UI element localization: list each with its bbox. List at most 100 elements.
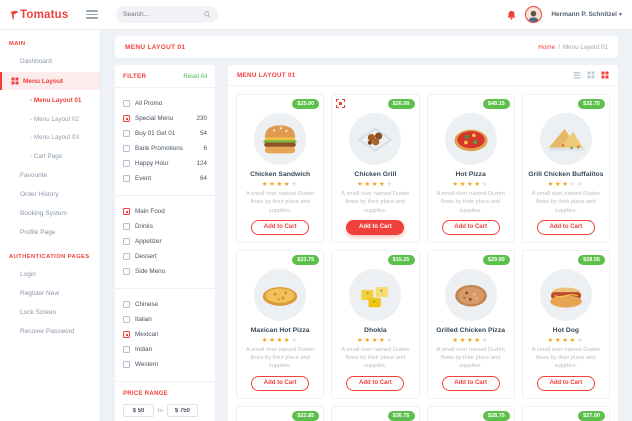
sidebar-item-booking-system[interactable]: Booking System bbox=[0, 205, 100, 222]
sidebar-item-dashboard[interactable]: Dashboard bbox=[0, 53, 100, 70]
bell-icon[interactable] bbox=[507, 10, 516, 20]
add-to-cart-button[interactable]: Add to Cart bbox=[441, 219, 500, 235]
hamburger-icon[interactable] bbox=[86, 10, 98, 19]
filter-option-label: Mexican bbox=[135, 331, 159, 338]
sidebar-item-favourite[interactable]: Favourite bbox=[0, 167, 100, 184]
sidebar-item-menu-layout[interactable]: Menu Layout bbox=[0, 72, 100, 90]
rating-stars: ★★★★★ bbox=[357, 180, 394, 188]
star-icon: ★ bbox=[261, 181, 270, 188]
sidebar-item-profile-page[interactable]: Profile Page bbox=[0, 224, 100, 241]
avatar[interactable] bbox=[525, 6, 543, 23]
filter-option-side-menu[interactable]: Side Menu bbox=[123, 268, 207, 275]
product-name: Dhokla bbox=[364, 326, 387, 334]
price-range-section: PRICE RANGE to bbox=[115, 382, 215, 421]
sidebar-subitem-menu-layout-02[interactable]: - Menu Layout 02 bbox=[0, 111, 100, 128]
checkbox-icon[interactable] bbox=[123, 223, 130, 230]
sidebar-item-label: Menu Layout bbox=[23, 77, 64, 85]
add-to-cart-button[interactable]: Add to Cart bbox=[536, 375, 595, 391]
product-card: $22.85 bbox=[236, 405, 325, 421]
star-icon: ★ bbox=[452, 336, 460, 344]
star-icon: ★ bbox=[481, 181, 489, 188]
sidebar-item-label: Lock Screen bbox=[20, 308, 57, 316]
sidebar-item-label: Dashboard bbox=[20, 58, 52, 65]
grid-view-icon-active[interactable] bbox=[601, 71, 609, 79]
search-input[interactable] bbox=[123, 11, 204, 18]
sidebar-subitem-cart-page[interactable]: - Cart Page bbox=[0, 148, 100, 165]
product-name: Grill Chicken Buffalitos bbox=[528, 171, 604, 178]
filter-groups: All Promo Special Menu 230 Buy 01 Get 01 54 B… bbox=[115, 88, 215, 382]
add-to-cart-button[interactable]: Add to Cart bbox=[536, 219, 595, 235]
sidebar-item-order-history[interactable]: Order History bbox=[0, 186, 100, 203]
user-menu[interactable]: Hermann P. Schnitzel ▾ bbox=[551, 11, 622, 18]
checkbox-icon[interactable] bbox=[123, 301, 130, 308]
add-to-cart-button[interactable]: Add to Cart bbox=[441, 375, 500, 391]
filter-option-special-menu[interactable]: Special Menu 230 bbox=[123, 115, 207, 122]
add-to-cart-button[interactable]: Add to Cart bbox=[251, 219, 310, 235]
add-to-cart-button[interactable]: Add to Cart bbox=[251, 375, 310, 391]
filter-option-count: 6 bbox=[203, 145, 207, 152]
filter-option-western[interactable]: Western bbox=[123, 361, 207, 368]
checkbox-icon[interactable] bbox=[123, 175, 130, 182]
grid-view-icon[interactable] bbox=[587, 71, 595, 79]
filter-option-label: Event bbox=[135, 175, 152, 182]
sidebar-item-recover-password[interactable]: Recover Password bbox=[0, 323, 100, 340]
product-description: A small river named Duden flows by their… bbox=[436, 346, 505, 370]
checkbox-icon[interactable] bbox=[123, 346, 130, 353]
list-view-icon[interactable] bbox=[573, 71, 581, 79]
checkbox-icon[interactable] bbox=[123, 130, 130, 137]
checkbox-checked-icon[interactable] bbox=[123, 115, 130, 122]
brand-logo[interactable]: Tomatus bbox=[0, 9, 78, 21]
food-pizza-icon bbox=[448, 116, 494, 162]
filter-option-count: 54 bbox=[199, 130, 207, 137]
star-icon: ★ bbox=[261, 336, 270, 344]
top-navbar: Tomatus Hermann P. Schnitzel ▾ bbox=[0, 0, 632, 30]
filter-option-bank-promotions[interactable]: Bank Promotions 6 bbox=[123, 145, 207, 152]
sidebar-item-lock-screen[interactable]: Lock Screen bbox=[0, 304, 100, 321]
sidebar-subitem-menu-layout-01[interactable]: - Menu Layout 01 bbox=[0, 92, 100, 109]
food-flatpizza-icon bbox=[257, 272, 303, 318]
checkbox-icon[interactable] bbox=[123, 361, 130, 368]
checkbox-icon[interactable] bbox=[123, 100, 130, 107]
checkbox-icon[interactable] bbox=[123, 238, 130, 245]
filter-option-indian[interactable]: Indian bbox=[123, 346, 207, 353]
filter-option-dessert[interactable]: Dessert bbox=[123, 253, 207, 260]
star-icon: ★ bbox=[379, 181, 387, 188]
price-min-input[interactable] bbox=[123, 404, 154, 417]
checkbox-icon[interactable] bbox=[123, 316, 130, 323]
add-to-cart-button[interactable]: Add to Cart bbox=[346, 375, 405, 391]
filter-option-mexican[interactable]: Mexican bbox=[123, 331, 207, 338]
filter-option-happy-hour[interactable]: Happy Hour 124 bbox=[123, 160, 207, 167]
add-to-cart-button[interactable]: Add to Cart bbox=[346, 219, 405, 235]
checkbox-icon[interactable] bbox=[123, 268, 130, 275]
filter-option-label: Western bbox=[135, 361, 159, 368]
product-card: $25.00 Chicken Sandwich ★★★★★ A small river… bbox=[236, 94, 325, 243]
filter-option-buy-01-get-01[interactable]: Buy 01 Get 01 54 bbox=[123, 130, 207, 137]
price-max-input[interactable] bbox=[166, 404, 198, 417]
checkbox-checked-icon[interactable] bbox=[123, 331, 130, 338]
breadcrumb-home-link[interactable]: Home bbox=[538, 43, 556, 51]
sidebar-item-login[interactable]: Login bbox=[0, 266, 100, 283]
search-box[interactable] bbox=[116, 6, 218, 23]
checkbox-icon[interactable] bbox=[123, 160, 130, 167]
checkbox-icon[interactable] bbox=[123, 253, 130, 260]
star-icon: ★ bbox=[452, 181, 460, 188]
star-icon: ★ bbox=[283, 181, 292, 188]
filter-option-italian[interactable]: Italian bbox=[123, 316, 207, 323]
checkbox-checked-icon[interactable] bbox=[123, 208, 130, 215]
filter-option-chinese[interactable]: Chinese bbox=[123, 301, 207, 308]
sidebar-subitem-menu-layout-03[interactable]: - Menu Layout 03 bbox=[0, 129, 100, 146]
product-description: A small river named Duden flows by their… bbox=[341, 191, 410, 214]
product-image bbox=[254, 268, 307, 321]
filter-option-appetizer[interactable]: Appetizer bbox=[123, 238, 207, 245]
filter-option-all-promo[interactable]: All Promo bbox=[123, 100, 207, 107]
filter-option-drinks[interactable]: Drinks bbox=[123, 223, 207, 230]
star-icon: ★ bbox=[554, 181, 563, 188]
reset-all-button[interactable]: Reset All bbox=[183, 73, 207, 80]
sidebar-item-register-new[interactable]: Register New bbox=[0, 285, 100, 302]
checkbox-icon[interactable] bbox=[123, 145, 130, 152]
product-image bbox=[539, 268, 592, 321]
filter-option-main-food[interactable]: Main Food bbox=[123, 208, 207, 215]
product-image bbox=[349, 113, 402, 165]
star-icon: ★ bbox=[364, 181, 372, 188]
filter-option-event[interactable]: Event 64 bbox=[123, 175, 207, 182]
